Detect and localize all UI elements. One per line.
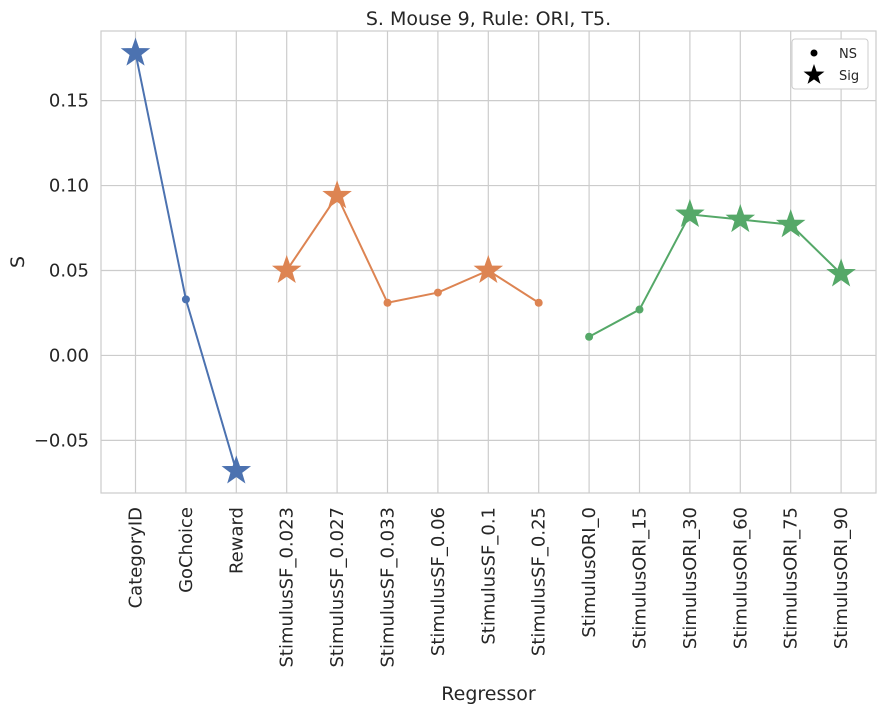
ns-dot-marker (635, 305, 644, 314)
legend-entry-sig: Sig (803, 64, 859, 84)
series-layer (120, 37, 856, 484)
legend: NS Sig (791, 38, 869, 90)
x-tick-label: StimulusSF_0.027 (327, 507, 348, 668)
y-tick-label: 0.15 (49, 91, 89, 112)
plot-frame (100, 30, 877, 494)
x-tick-label: StimulusORI_75 (781, 507, 802, 649)
y-tick-label: 0.00 (49, 345, 89, 366)
sig-star-marker (221, 455, 252, 484)
x-tick-label: StimulusORI_0 (579, 507, 600, 638)
sig-star-marker (775, 209, 806, 238)
series-2 (271, 180, 543, 307)
sig-star-marker (473, 254, 504, 284)
series-3 (585, 198, 856, 341)
x-tick-label: StimulusSF_0.1 (478, 507, 499, 645)
y-axis-title: S (7, 256, 29, 268)
legend-star-icon (803, 64, 825, 84)
chart-title: S. Mouse 9, Rule: ORI, T5. (366, 8, 611, 30)
sig-star-marker (120, 37, 151, 66)
ns-dot-marker (181, 295, 190, 304)
x-tick-label: StimulusSF_0.25 (529, 507, 550, 656)
ns-dot-marker (433, 288, 442, 297)
x-tick-labels: CategoryID GoChoice Reward StimulusSF_0.023… (126, 507, 853, 668)
ns-dot-marker (585, 332, 594, 341)
sig-star-marker (675, 198, 705, 228)
legend-label: NS (839, 47, 857, 62)
legend-dot-icon (810, 49, 818, 57)
x-tick-label: StimulusORI_60 (730, 507, 751, 649)
x-tick-label: GoChoice (176, 507, 197, 593)
legend-label: Sig (839, 69, 859, 84)
sig-star-marker (322, 180, 352, 209)
legend-entry-ns: NS (810, 47, 857, 62)
x-axis-title: Regressor (441, 683, 536, 705)
y-tick-labels: −0.05 0.00 0.05 0.10 0.15 (34, 91, 89, 452)
x-tick-label: StimulusORI_30 (680, 507, 701, 649)
sig-star-marker (725, 204, 756, 233)
y-tick-label: 0.10 (49, 176, 89, 197)
sig-star-marker (826, 258, 856, 287)
x-tick-label: CategoryID (126, 507, 147, 608)
sig-star-marker (271, 254, 302, 284)
x-tick-label: Reward (226, 507, 247, 574)
y-tick-label: −0.05 (34, 430, 89, 451)
x-tick-label: StimulusSF_0.023 (277, 507, 298, 668)
series-line (588, 213, 842, 338)
y-tick-label: 0.05 (49, 260, 89, 281)
ns-dot-marker (534, 298, 543, 307)
x-tick-label: StimulusORI_15 (630, 507, 651, 649)
ns-dot-marker (383, 298, 392, 307)
x-tick-label: StimulusSF_0.06 (428, 507, 449, 656)
series-line (285, 193, 540, 304)
x-tick-label: StimulusSF_0.033 (378, 507, 399, 668)
series-1 (120, 37, 252, 484)
x-tick-label: StimulusORI_90 (831, 507, 852, 649)
